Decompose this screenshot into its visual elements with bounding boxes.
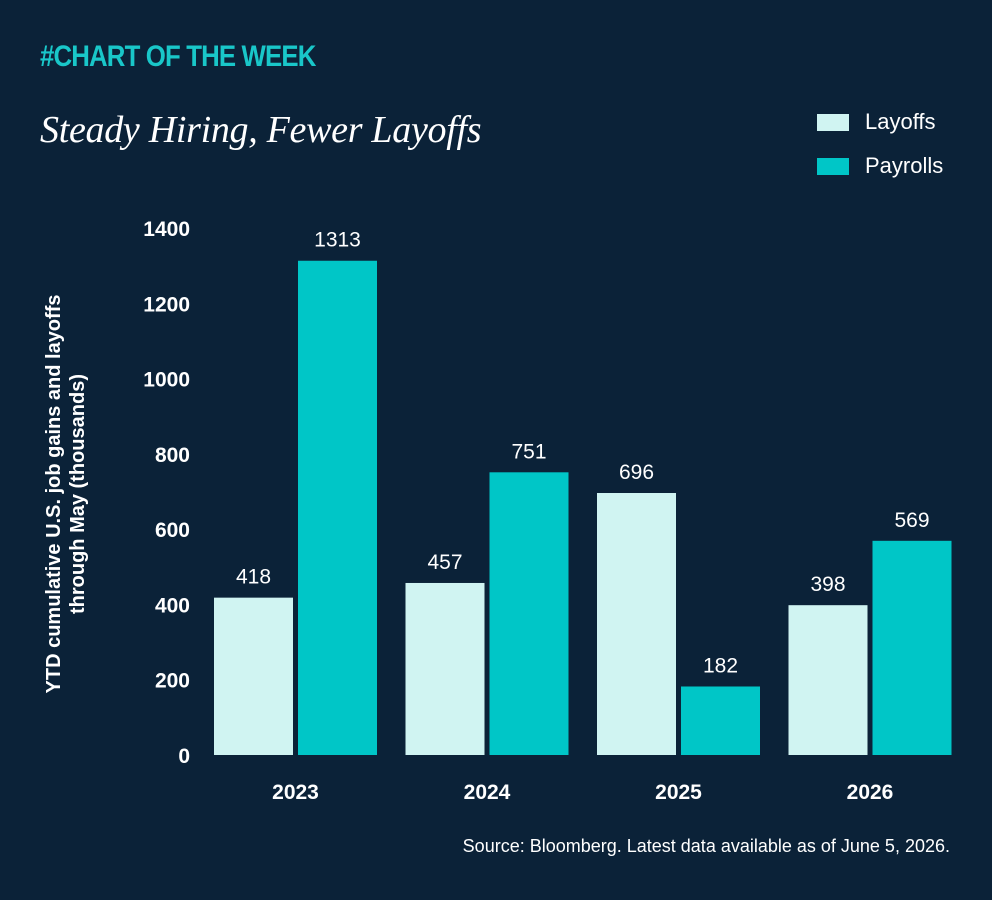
data-label-payrolls-2025: 182 <box>703 654 738 677</box>
data-label-layoffs-2026: 398 <box>810 573 845 596</box>
y-tick-label: 600 <box>155 519 190 542</box>
x-tick-label: 2024 <box>464 781 511 804</box>
data-label-layoffs-2023: 418 <box>236 566 271 589</box>
bar-layoffs-2026 <box>788 605 868 755</box>
data-label-layoffs-2024: 457 <box>427 551 462 574</box>
source-note: Source: Bloomberg. Latest data available… <box>462 836 950 856</box>
legend-item-payrolls: Payrolls <box>817 144 943 188</box>
legend-swatch-payrolls <box>817 157 849 175</box>
bar-payrolls-2026 <box>872 540 952 755</box>
chart-legend: Layoffs Payrolls <box>817 100 943 188</box>
y-tick-label: 0 <box>178 745 190 768</box>
data-label-payrolls-2026: 569 <box>894 509 929 532</box>
y-tick-label: 800 <box>155 444 190 467</box>
legend-label-payrolls: Payrolls <box>865 153 944 178</box>
y-tick-label: 400 <box>155 594 190 617</box>
bar-layoffs-2024 <box>405 582 485 755</box>
legend-item-layoffs: Layoffs <box>817 100 943 144</box>
y-tick-label: 1400 <box>143 218 190 241</box>
x-tick-label: 2026 <box>847 781 894 804</box>
data-label-payrolls-2023: 1313 <box>314 229 361 252</box>
bar-payrolls-2024 <box>489 472 569 755</box>
y-tick-label: 200 <box>155 670 190 693</box>
chart-title: Steady Hiring, Fewer Layoffs <box>40 109 482 151</box>
legend-label-layoffs: Layoffs <box>865 109 936 134</box>
chart-kicker: #CHART OF THE WEEK <box>40 40 316 73</box>
bar-payrolls-2023 <box>298 260 377 755</box>
data-label-layoffs-2025: 696 <box>619 461 654 484</box>
data-label-payrolls-2024: 751 <box>511 440 546 463</box>
bar-layoffs-2023 <box>214 597 293 755</box>
x-tick-label: 2025 <box>655 781 702 804</box>
bar-payrolls-2025 <box>681 686 760 755</box>
y-tick-label: 1000 <box>143 369 190 392</box>
x-tick-label: 2023 <box>272 781 319 804</box>
legend-swatch-layoffs <box>817 113 849 131</box>
y-tick-label: 1200 <box>143 293 190 316</box>
bar-layoffs-2025 <box>597 493 676 755</box>
